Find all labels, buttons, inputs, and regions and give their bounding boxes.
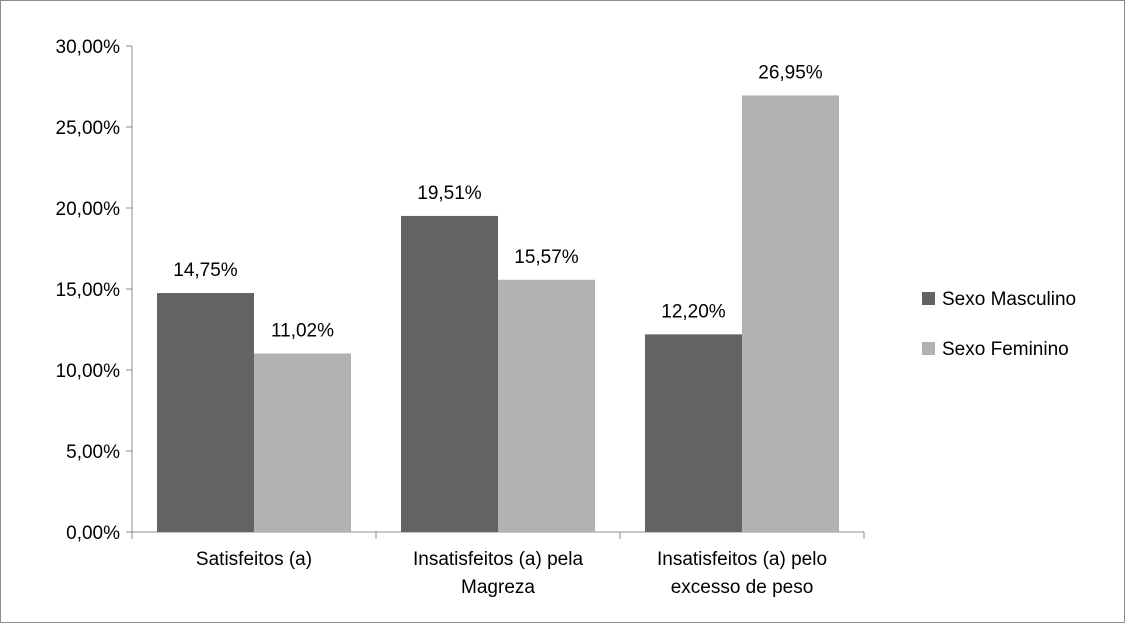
y-tick-label: 30,00% [56,37,121,58]
y-tick-label: 5,00% [66,442,120,463]
category-label: Satisfeitos (a) [196,549,312,570]
legend-label: Sexo Feminino [942,339,1069,360]
y-tick-label: 20,00% [56,199,121,220]
legend: Sexo Masculino Sexo Feminino [922,289,1076,360]
bar-feminino-1 [498,279,595,532]
bar-masculino-2 [645,334,742,532]
category-label: Insatisfeitos (a) pelo excesso de peso [657,549,827,598]
bar-masculino-1 [401,215,498,533]
data-label: 26,95% [758,62,823,83]
y-tick-label: 15,00% [56,280,121,301]
data-label: 11,02% [271,320,334,341]
data-label: 14,75% [173,260,238,281]
y-tick-label: 10,00% [56,361,121,382]
y-tick-label: 0,00% [66,523,120,544]
bar-feminino-0 [254,353,351,532]
y-tick-label: 25,00% [56,118,121,139]
bar-masculino-0 [157,293,254,532]
bars [157,95,839,533]
axes: 0,00% 5,00% 10,00% 15,00% 20,00% 25,00% 30,00%… [56,37,865,598]
legend-label: Sexo Masculino [942,289,1076,310]
legend-swatch [922,292,935,305]
bar-feminino-2 [742,95,839,532]
data-label: 19,51% [417,183,482,204]
legend-swatch [922,342,935,355]
data-label: 12,20% [661,301,726,322]
category-label: Insatisfeitos (a) pela Magreza [413,549,583,598]
data-label: 15,57% [514,247,579,268]
data-labels: 14,75% 11,02% 19,51% 15,57% 12,20% 26,95% [173,62,823,341]
